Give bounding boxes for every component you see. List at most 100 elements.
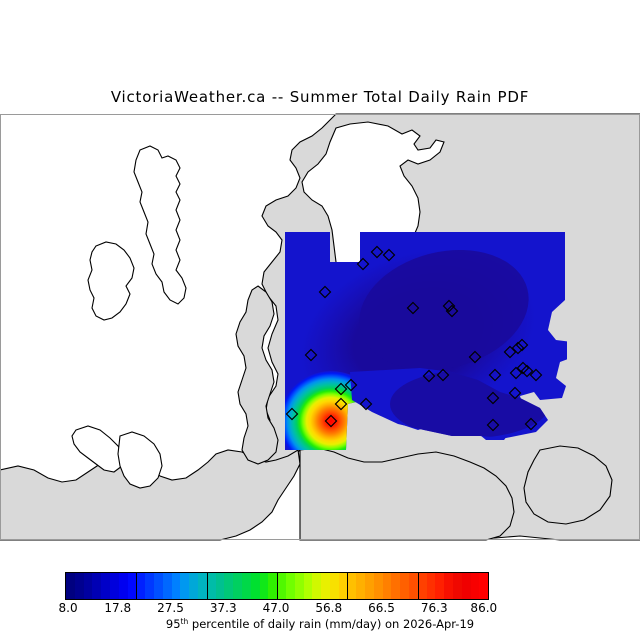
colorbar-cell bbox=[479, 573, 489, 599]
station-marker-diamond[interactable] bbox=[436, 368, 450, 382]
station-marker-diamond[interactable] bbox=[304, 348, 318, 362]
colorbar-cell bbox=[417, 573, 427, 599]
map-canvas[interactable] bbox=[0, 0, 640, 560]
colorbar-tick-label: 76.3 bbox=[420, 601, 448, 615]
colorbar-tick-label: 37.3 bbox=[209, 601, 237, 615]
island-outlines bbox=[71, 145, 187, 489]
island-south-small bbox=[117, 431, 163, 489]
station-marker-diamond[interactable] bbox=[511, 341, 525, 355]
colorbar-cell bbox=[241, 573, 251, 599]
colorbar-cell bbox=[224, 573, 234, 599]
colorbar-cell bbox=[338, 573, 348, 599]
station-marker-diamond[interactable] bbox=[334, 382, 348, 396]
colorbar-cell bbox=[294, 573, 304, 599]
colorbar-cell bbox=[180, 573, 190, 599]
station-marker-diamond[interactable] bbox=[442, 299, 456, 313]
colorbar-cell bbox=[118, 573, 128, 599]
colorbar-cell bbox=[285, 573, 295, 599]
western-isthmus bbox=[235, 285, 279, 465]
station-marker-diamond[interactable] bbox=[359, 397, 373, 411]
colorbar-panel: 8.0 17.8 27.5 37.3 47.0 56.8 66.5 76.3 86.0 95th… bbox=[0, 565, 640, 635]
colorbar-cell bbox=[409, 573, 418, 599]
island-southwest bbox=[71, 425, 125, 473]
colorbar-cell bbox=[391, 573, 401, 599]
colorbar-cell bbox=[329, 573, 339, 599]
colorbar-cell bbox=[162, 573, 172, 599]
map-panel bbox=[0, 0, 640, 560]
station-marker-diamond[interactable] bbox=[370, 245, 384, 259]
colorbar-cell bbox=[312, 573, 322, 599]
colorbar-tick-label: 17.8 bbox=[104, 601, 132, 615]
southern-peninsula bbox=[299, 447, 515, 541]
colorbar-cell bbox=[426, 573, 436, 599]
station-marker-diamond[interactable] bbox=[406, 301, 420, 315]
colorbar-cell bbox=[206, 573, 216, 599]
colorbar-cell bbox=[382, 573, 392, 599]
station-marker-diamond[interactable] bbox=[382, 248, 396, 262]
colorbar-tick-label: 47.0 bbox=[262, 601, 290, 615]
colorbar-cell bbox=[373, 573, 383, 599]
colorbar-tick-label: 86.0 bbox=[470, 601, 498, 615]
colorbar-cell bbox=[444, 573, 454, 599]
field-interior-core bbox=[359, 250, 529, 370]
colorbar-cell bbox=[145, 573, 154, 599]
station-marker-diamond[interactable] bbox=[285, 407, 299, 421]
caption-superscript: th bbox=[180, 617, 189, 626]
colorbar-cell bbox=[171, 573, 181, 599]
island-west bbox=[87, 241, 135, 321]
station-marker-diamond[interactable] bbox=[508, 386, 522, 400]
colorbar-tick-labels: 8.0 17.8 27.5 37.3 47.0 56.8 66.5 76.3 86.0 bbox=[0, 601, 640, 617]
colorbar-tick-label: 8.0 bbox=[58, 601, 78, 615]
colorbar-cell bbox=[356, 573, 366, 599]
colorbar-cell bbox=[365, 573, 374, 599]
station-marker-diamond[interactable] bbox=[488, 368, 502, 382]
station-marker-diamond[interactable] bbox=[524, 417, 538, 431]
colorbar-cell bbox=[400, 573, 410, 599]
colorbar-cell bbox=[197, 573, 207, 599]
caption-prefix: 95 bbox=[165, 617, 181, 631]
caption-suffix: percentile of daily rain (mm/day) on 202… bbox=[188, 617, 475, 631]
colorbar-cell bbox=[303, 573, 313, 599]
station-marker-diamond[interactable] bbox=[324, 414, 338, 428]
southwest-landmass bbox=[0, 449, 301, 541]
colorbar-cell bbox=[83, 573, 93, 599]
colorbar-cell bbox=[215, 573, 225, 599]
colorbar-cell bbox=[101, 573, 110, 599]
colorbar-cell bbox=[136, 573, 146, 599]
colorbar[interactable] bbox=[65, 572, 489, 600]
colorbar-cell bbox=[347, 573, 357, 599]
station-marker-diamond[interactable] bbox=[509, 366, 523, 380]
colorbar-cell bbox=[66, 573, 75, 599]
colorbar-cell bbox=[277, 573, 286, 599]
station-marker-diamond[interactable] bbox=[445, 304, 459, 318]
colorbar-cell bbox=[127, 573, 137, 599]
station-marker-diamond[interactable] bbox=[529, 368, 543, 382]
colorbar-cell bbox=[435, 573, 445, 599]
colorbar-caption: 95th percentile of daily rain (mm/day) o… bbox=[0, 617, 640, 631]
station-markers[interactable] bbox=[285, 245, 543, 432]
station-marker-diamond[interactable] bbox=[468, 350, 482, 364]
station-marker-diamond[interactable] bbox=[344, 378, 358, 392]
station-marker-diamond[interactable] bbox=[520, 364, 534, 378]
colorbar-cell bbox=[470, 573, 480, 599]
colorbar-gradient bbox=[66, 573, 489, 599]
station-marker-diamond[interactable] bbox=[486, 391, 500, 405]
colorbar-cell bbox=[453, 573, 462, 599]
station-marker-diamond[interactable] bbox=[486, 418, 500, 432]
colorbar-tick-label: 27.5 bbox=[157, 601, 184, 615]
colorbar-cell bbox=[321, 573, 330, 599]
station-marker-diamond[interactable] bbox=[334, 397, 348, 411]
colorbar-cell bbox=[74, 573, 84, 599]
colorbar-cell bbox=[259, 573, 269, 599]
colorbar-cell bbox=[233, 573, 242, 599]
station-marker-diamond[interactable] bbox=[422, 369, 436, 383]
colorbar-tick-label: 66.5 bbox=[368, 601, 395, 615]
station-marker-diamond[interactable] bbox=[318, 285, 332, 299]
colorbar-tick-label: 56.8 bbox=[315, 601, 343, 615]
station-marker-diamond[interactable] bbox=[503, 345, 517, 359]
station-marker-diamond[interactable] bbox=[515, 338, 529, 352]
station-marker-diamond[interactable] bbox=[356, 257, 370, 271]
colorbar-cell bbox=[109, 573, 119, 599]
colorbar-cell bbox=[250, 573, 260, 599]
